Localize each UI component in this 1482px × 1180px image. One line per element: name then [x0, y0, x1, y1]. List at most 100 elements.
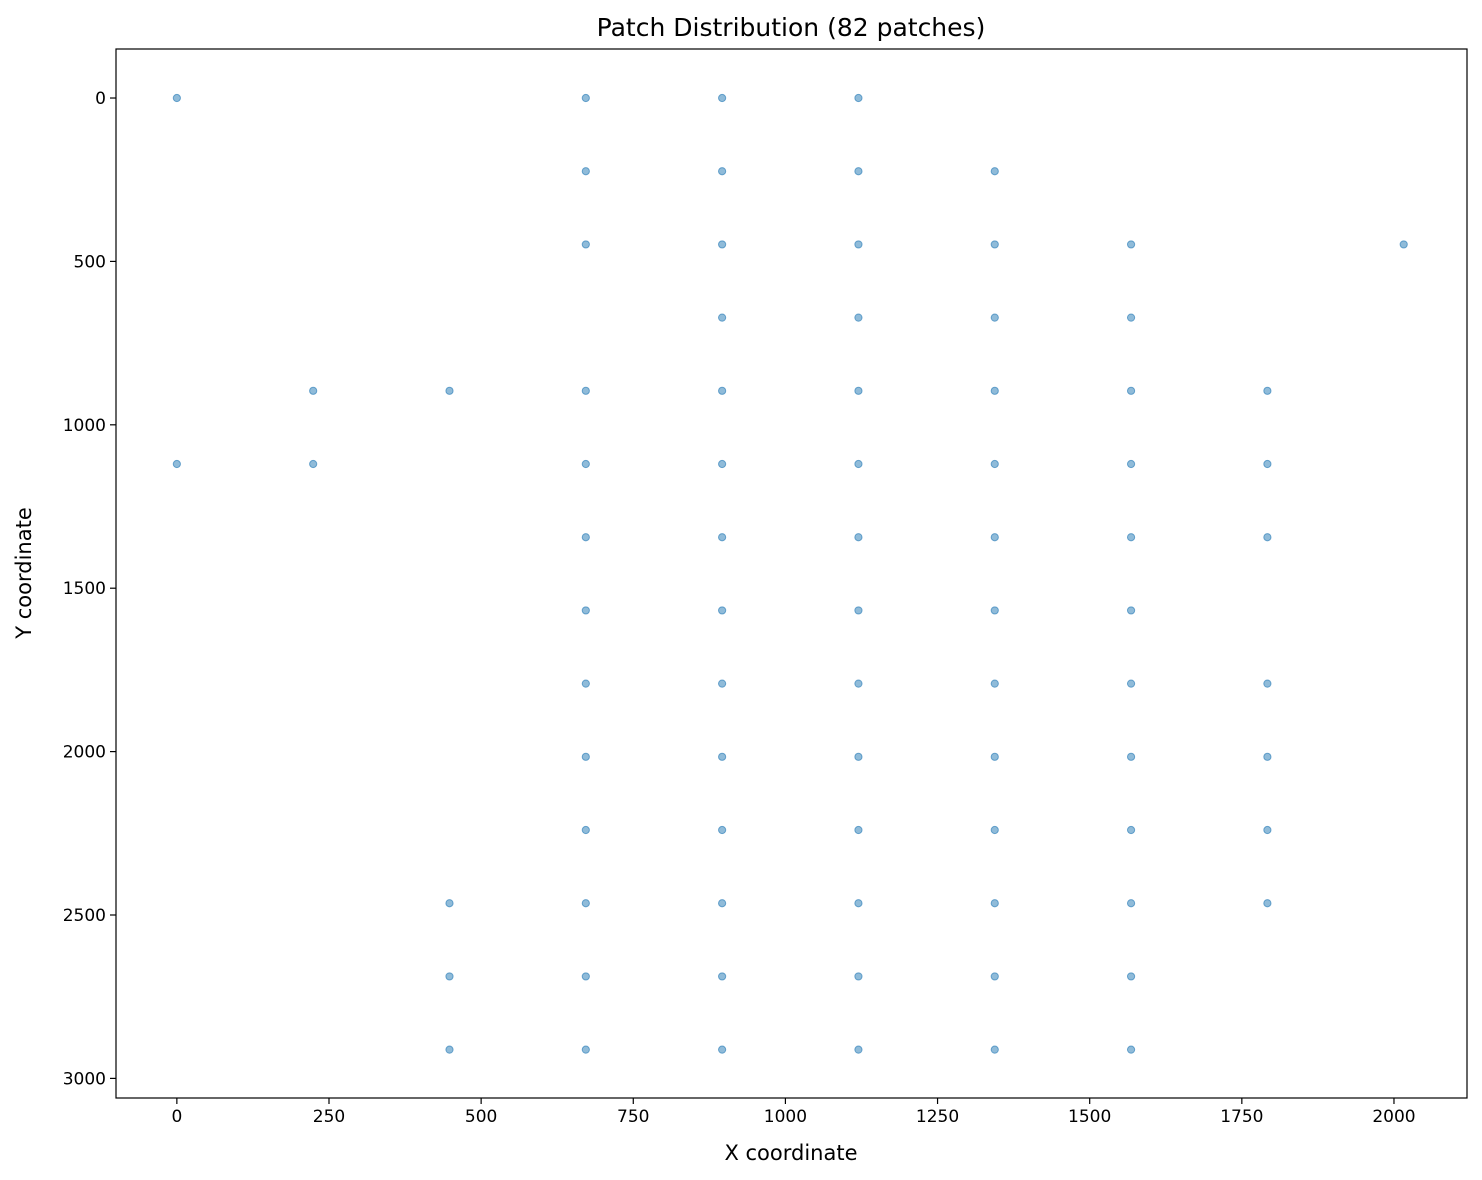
scatter-point	[445, 899, 454, 908]
x-tick-label: 0	[171, 1107, 182, 1127]
scatter-point	[718, 606, 727, 615]
scatter-point	[854, 825, 863, 835]
plot-area-frame	[115, 48, 1468, 1099]
scatter-point	[172, 459, 181, 469]
scatter-point	[854, 386, 863, 395]
x-tick-label: 750	[617, 1107, 649, 1127]
scatter-point	[581, 606, 590, 615]
scatter-point	[854, 899, 863, 908]
scatter-point	[718, 93, 727, 103]
scatter-point	[1263, 752, 1272, 761]
y-axis: 0 500 1000 1500 2000 2500 3000	[63, 89, 116, 1089]
scatter-point	[445, 1045, 454, 1054]
scatter-point	[1126, 825, 1136, 835]
scatter-point	[854, 313, 863, 322]
scatter-point	[1126, 606, 1136, 615]
scatter-point	[581, 825, 590, 835]
y-tick-label: 500	[74, 252, 106, 272]
scatter-point	[854, 752, 863, 761]
scatter-point	[1126, 533, 1136, 542]
scatter-point	[581, 167, 590, 176]
x-tick-label: 1000	[764, 1107, 807, 1127]
scatter-point	[854, 606, 863, 615]
scatter-point	[718, 899, 727, 908]
scatter-point	[854, 240, 863, 249]
scatter-point	[990, 606, 999, 615]
scatter-point	[1126, 679, 1136, 688]
data-points	[172, 93, 1408, 1054]
x-tick-label: 250	[313, 1107, 345, 1127]
scatter-point	[854, 93, 863, 103]
scatter-point	[581, 972, 590, 981]
scatter-point	[990, 972, 999, 981]
scatter-point	[581, 533, 590, 542]
scatter-point	[309, 459, 318, 469]
scatter-point	[1263, 679, 1272, 688]
scatter-point	[581, 386, 590, 395]
scatter-point	[1126, 240, 1136, 249]
scatter-point	[1126, 1045, 1136, 1054]
scatter-point	[581, 679, 590, 688]
x-tick-label: 500	[465, 1107, 497, 1127]
x-tick-label: 2000	[1372, 1107, 1415, 1127]
scatter-point	[309, 386, 318, 395]
scatter-point	[854, 679, 863, 688]
scatter-point	[718, 459, 727, 469]
y-axis-label: Y coordinate	[12, 507, 36, 640]
scatter-point	[1263, 386, 1272, 395]
y-tick-label: 1500	[63, 579, 106, 599]
scatter-point	[854, 167, 863, 176]
scatter-point	[172, 93, 181, 103]
scatter-point	[718, 167, 727, 176]
scatter-point	[1126, 313, 1136, 322]
scatter-point	[990, 313, 999, 322]
scatter-point	[718, 533, 727, 542]
y-tick-label: 2000	[63, 743, 106, 763]
scatter-point	[718, 752, 727, 761]
scatter-point	[990, 240, 999, 249]
x-axis: 0 250 500 750 1000 1250 1500 1750 2000	[171, 1098, 1416, 1127]
x-tick-label: 1750	[1220, 1107, 1263, 1127]
scatter-point	[990, 1045, 999, 1054]
scatter-point	[718, 240, 727, 249]
scatter-point	[1126, 972, 1136, 981]
scatter-point	[581, 240, 590, 249]
scatter-point	[854, 1045, 863, 1054]
scatter-point	[1126, 899, 1136, 908]
scatter-point	[581, 1045, 590, 1054]
scatter-point	[718, 679, 727, 688]
scatter-point	[990, 167, 999, 176]
scatter-point	[581, 899, 590, 908]
scatter-point	[854, 533, 863, 542]
scatter-point	[1399, 240, 1408, 249]
scatter-point	[854, 459, 863, 469]
scatter-point	[718, 313, 727, 322]
scatter-point	[1126, 459, 1136, 469]
scatter-point	[445, 972, 454, 981]
x-tick-label: 1500	[1068, 1107, 1111, 1127]
scatter-point	[1263, 899, 1272, 908]
scatter-point	[718, 1045, 727, 1054]
scatter-point	[581, 93, 590, 103]
scatter-point	[990, 386, 999, 395]
y-tick-label: 0	[95, 89, 106, 109]
scatter-point	[1263, 459, 1272, 469]
scatter-point	[990, 459, 999, 469]
x-axis-label: X coordinate	[724, 1141, 857, 1165]
x-tick-label: 1250	[916, 1107, 959, 1127]
scatter-point	[990, 899, 999, 908]
scatter-point	[1126, 386, 1136, 395]
scatter-point	[1263, 533, 1272, 542]
scatter-point	[990, 825, 999, 835]
scatter-point	[990, 679, 999, 688]
chart-title: Patch Distribution (82 patches)	[597, 13, 986, 42]
y-tick-label: 1000	[63, 416, 106, 436]
scatter-point	[1126, 752, 1136, 761]
scatter-point	[718, 386, 727, 395]
scatter-point	[1263, 825, 1272, 835]
scatter-point	[581, 459, 590, 469]
scatter-point	[854, 972, 863, 981]
scatter-point	[445, 386, 454, 395]
y-tick-label: 3000	[63, 1069, 106, 1089]
